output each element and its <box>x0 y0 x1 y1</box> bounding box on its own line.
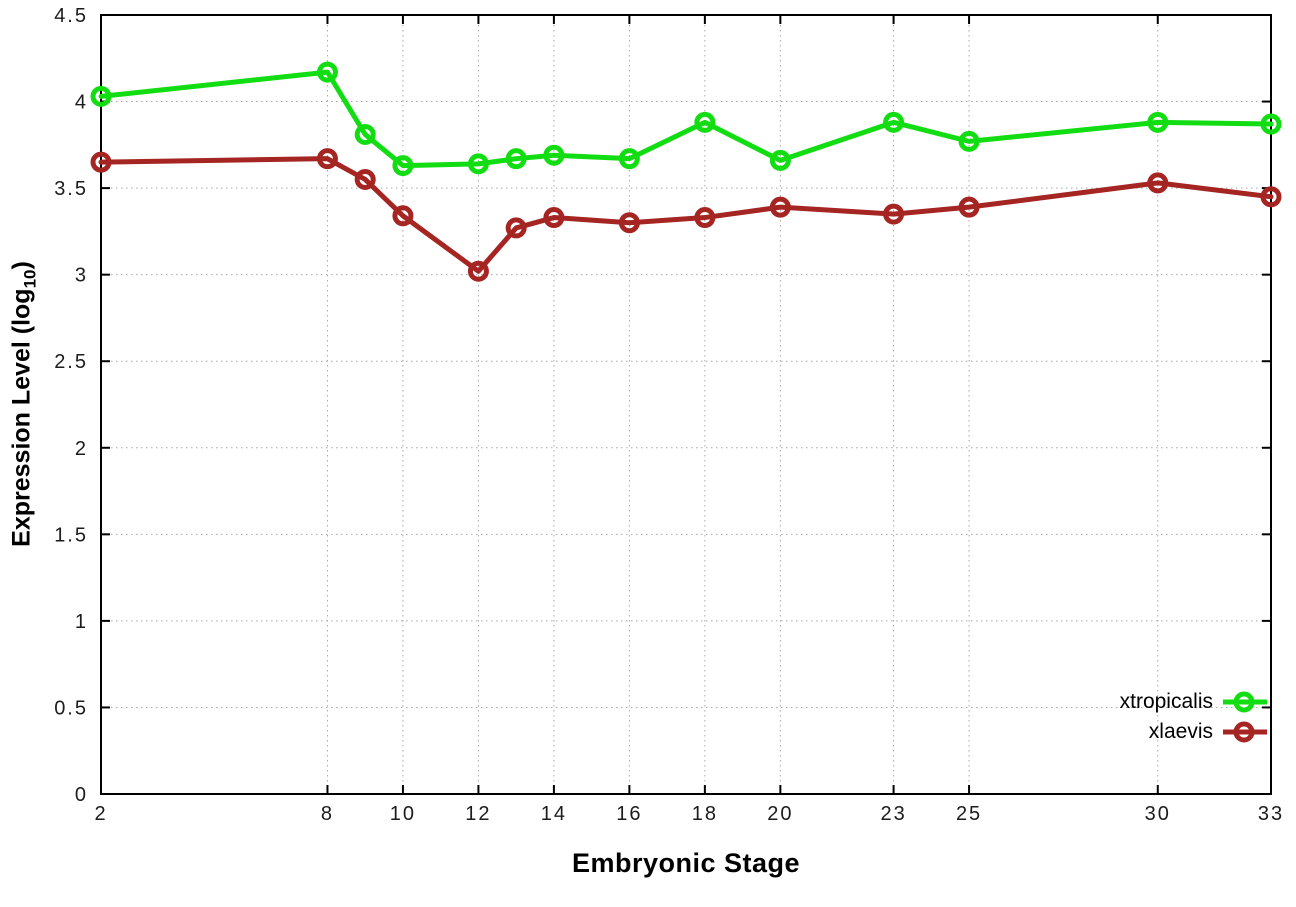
series-line-xtropicalis <box>98 69 1274 169</box>
x-tick-label: 2 <box>94 803 107 825</box>
y-tick-label: 4.5 <box>54 5 88 27</box>
data-point-xlaevis-2 <box>90 151 112 173</box>
y-tick-label: 3 <box>75 265 88 287</box>
y-tick-label: 1 <box>75 611 88 633</box>
legend-label-xlaevis: xlaevis <box>1148 720 1213 743</box>
x-tick-label: 30 <box>1145 803 1171 825</box>
data-point-xlaevis-23 <box>883 203 905 225</box>
data-point-xtropicalis-12 <box>467 153 489 175</box>
data-point-xlaevis-20 <box>769 196 791 218</box>
x-tick-label: 23 <box>880 803 906 825</box>
data-point-xlaevis-25 <box>958 196 980 218</box>
data-point-xlaevis-9 <box>354 168 376 190</box>
y-tick-label: 0 <box>75 784 88 806</box>
x-tick-label: 25 <box>956 803 982 825</box>
data-point-xtropicalis-25 <box>958 130 980 152</box>
data-point-xtropicalis-2 <box>90 85 112 107</box>
legend-marker-xlaevis <box>1223 721 1267 743</box>
data-point-xlaevis-30 <box>1147 172 1169 194</box>
data-point-xtropicalis-14 <box>543 144 565 166</box>
data-point-xtropicalis-20 <box>769 149 791 171</box>
data-point-xtropicalis-9 <box>354 123 376 145</box>
data-point-xlaevis-18 <box>694 207 716 229</box>
data-point-xtropicalis-8 <box>316 61 338 83</box>
data-point-xlaevis-16 <box>618 212 640 234</box>
legend-marker-xtropicalis <box>1223 691 1267 713</box>
y-axis-title-main: Expression Level (log <box>7 288 36 547</box>
series-line-xlaevis <box>98 156 1274 274</box>
data-point-xtropicalis-13 <box>505 148 527 170</box>
data-point-xtropicalis-10 <box>392 155 414 177</box>
plot-border <box>100 14 1272 795</box>
legend-entry-xtropicalis: xtropicalis <box>1120 687 1268 717</box>
x-tick-label: 16 <box>616 803 642 825</box>
data-point-xlaevis-33 <box>1260 186 1282 208</box>
data-point-xlaevis-13 <box>505 217 527 239</box>
y-tick-label: 1.5 <box>54 524 88 546</box>
data-point-xtropicalis-16 <box>618 148 640 170</box>
data-point-xlaevis-10 <box>392 205 414 227</box>
y-tick-label: 2 <box>75 438 88 460</box>
data-point-xlaevis-8 <box>316 148 338 170</box>
x-tick-label: 14 <box>541 803 567 825</box>
y-tick-label: 4 <box>75 92 88 114</box>
data-point-xtropicalis-18 <box>694 111 716 133</box>
data-point-xtropicalis-30 <box>1147 111 1169 133</box>
legend-label-xtropicalis: xtropicalis <box>1119 690 1213 713</box>
x-tick-label: 12 <box>465 803 491 825</box>
y-tick-label: 0.5 <box>54 697 88 719</box>
x-tick-label: 10 <box>390 803 416 825</box>
legend: xtropicalis xlaevis <box>1120 687 1268 747</box>
data-point-xlaevis-12 <box>467 260 489 282</box>
x-tick-label: 20 <box>767 803 793 825</box>
data-point-xlaevis-14 <box>543 207 565 229</box>
y-tick-label: 2.5 <box>54 351 88 373</box>
x-tick-label: 33 <box>1258 803 1284 825</box>
y-axis-title: Expression Level (log10) <box>8 261 41 547</box>
x-tick-label: 8 <box>321 803 334 825</box>
y-axis-title-close: ) <box>7 261 36 270</box>
x-tick-label: 18 <box>692 803 718 825</box>
legend-entry-xlaevis: xlaevis <box>1120 717 1268 747</box>
data-point-xtropicalis-23 <box>883 111 905 133</box>
x-axis-title: Embryonic Stage <box>571 848 801 878</box>
y-axis-title-subscript: 10 <box>20 269 40 289</box>
y-tick-label: 3.5 <box>54 178 88 200</box>
data-point-xtropicalis-33 <box>1260 113 1282 135</box>
